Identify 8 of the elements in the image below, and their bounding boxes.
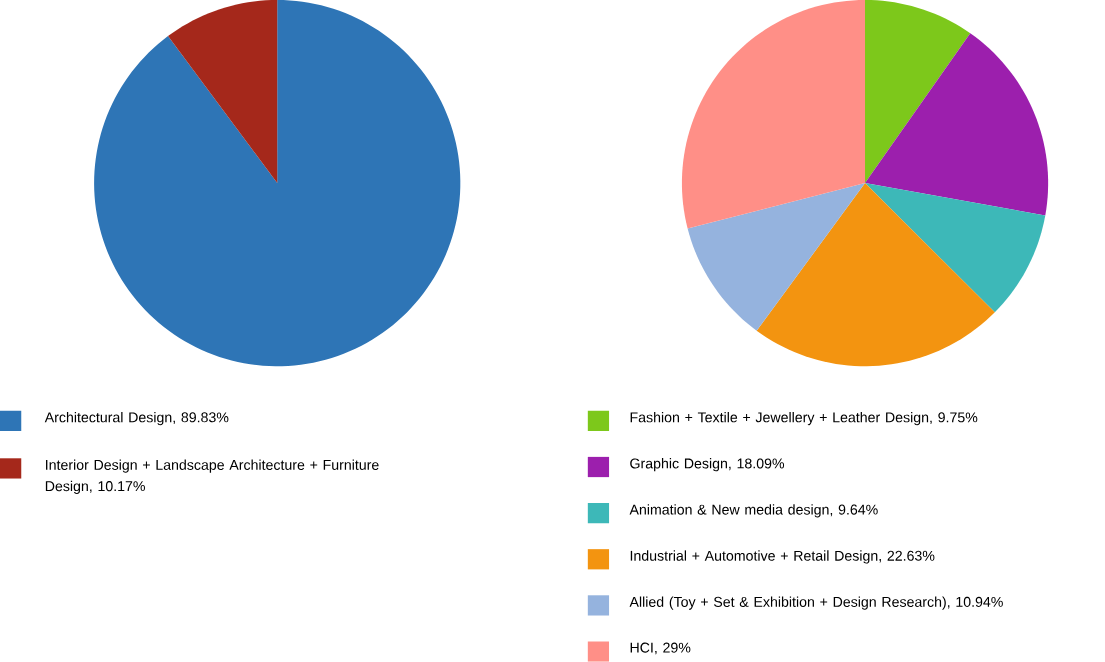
- legend-label: Industrial + Automotive + Retail Design, 22.63%: [630, 550, 935, 564]
- legend-label: Architectural Design, 89.83%: [44, 412, 229, 426]
- legend-label: Graphic Design, 18.09%: [630, 458, 785, 472]
- legend-label: HCI, 29%: [630, 642, 691, 655]
- legend-label: Fashion + Textile + Jewellery + Leather Design, 9.75%: [630, 412, 978, 426]
- legend-label: Allied (Toy + Set & Exhibition + Design Research), 10.94%: [629, 596, 1003, 610]
- legend-label: Interior Design + Landscape Architecture + Furniture Design, 10.17%: [45, 459, 379, 495]
- legend-label: Animation & New media design, 9.64%: [629, 504, 878, 518]
